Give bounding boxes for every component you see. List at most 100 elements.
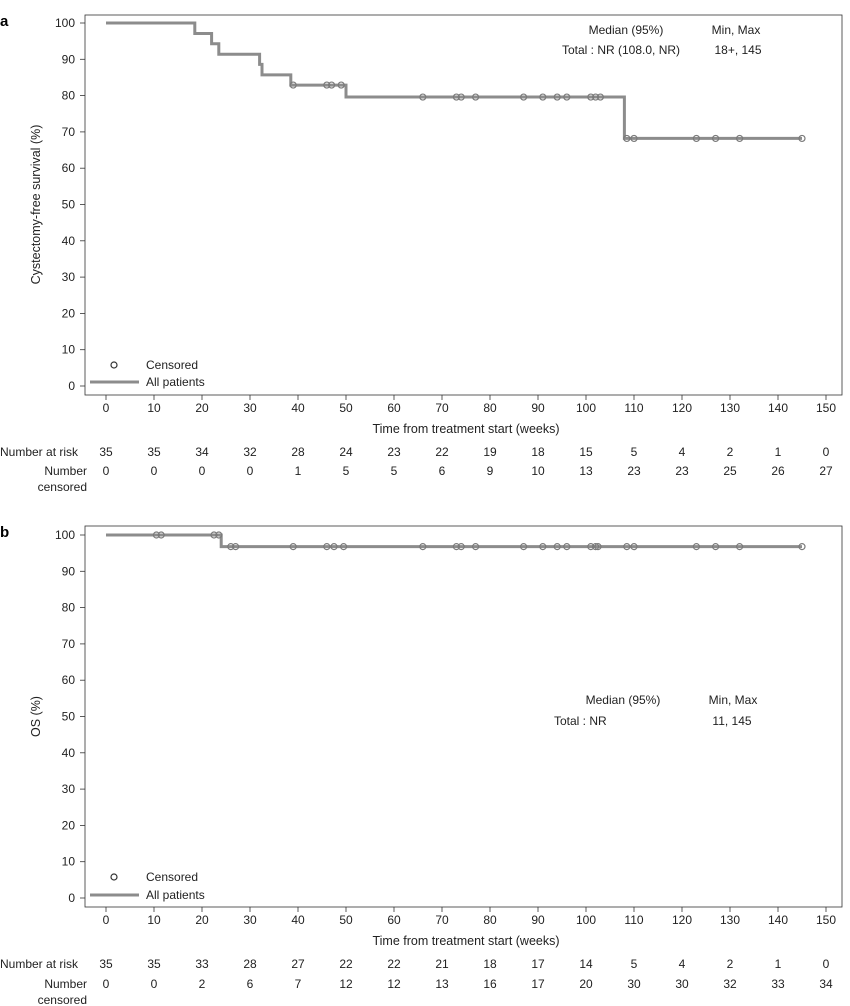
censored-mark xyxy=(452,93,460,101)
risk-table-at-risk-label: Number at risk xyxy=(0,957,79,971)
censored-mark xyxy=(340,543,348,551)
censored-mark xyxy=(553,543,561,551)
x-tick-label: 90 xyxy=(531,913,545,927)
panel-letter-a: a xyxy=(0,13,9,30)
censored-mark xyxy=(210,531,218,539)
risk-censored-value: 5 xyxy=(343,464,350,478)
risk-censored-value: 5 xyxy=(391,464,398,478)
y-tick-label: 90 xyxy=(62,52,76,66)
panel-letter-b: b xyxy=(0,524,9,541)
risk-at-risk-value: 24 xyxy=(339,445,353,459)
risk-at-risk-value: 19 xyxy=(483,445,497,459)
y-tick-label: 40 xyxy=(62,746,76,760)
risk-censored-value: 32 xyxy=(723,977,737,991)
censored-mark xyxy=(328,81,336,89)
plot-frame xyxy=(84,14,843,396)
risk-at-risk-value: 2 xyxy=(727,445,734,459)
risk-table-censored-label-line1: Number xyxy=(44,977,87,991)
x-axis-title: Time from treatment start (weeks) xyxy=(372,422,559,436)
y-tick-label: 60 xyxy=(62,161,76,175)
y-tick-label: 80 xyxy=(62,89,76,103)
risk-censored-value: 23 xyxy=(627,464,641,478)
x-tick-label: 70 xyxy=(435,913,449,927)
risk-censored-value: 30 xyxy=(675,977,689,991)
risk-at-risk-value: 4 xyxy=(679,957,686,971)
censored-mark xyxy=(563,543,571,551)
x-tick-label: 50 xyxy=(339,401,353,415)
summary-minmax-value: 18+, 145 xyxy=(714,43,761,57)
risk-at-risk-value: 0 xyxy=(823,957,830,971)
risk-at-risk-value: 34 xyxy=(195,445,209,459)
risk-censored-value: 0 xyxy=(199,464,206,478)
x-tick-label: 90 xyxy=(531,401,545,415)
risk-at-risk-value: 5 xyxy=(631,957,638,971)
censored-mark xyxy=(419,543,427,551)
risk-censored-value: 23 xyxy=(675,464,689,478)
censored-mark xyxy=(692,543,701,551)
x-tick-label: 140 xyxy=(768,401,788,415)
risk-table-at-risk-label: Number at risk xyxy=(0,445,79,459)
legend-censored-label: Censored xyxy=(146,358,198,372)
censored-mark xyxy=(157,531,165,539)
censored-mark xyxy=(539,93,547,101)
risk-at-risk-value: 1 xyxy=(775,445,782,459)
x-tick-label: 100 xyxy=(576,913,596,927)
risk-at-risk-value: 5 xyxy=(631,445,638,459)
x-tick-label: 130 xyxy=(720,913,740,927)
x-tick-label: 70 xyxy=(435,401,449,415)
risk-at-risk-value: 17 xyxy=(531,957,545,971)
censored-mark xyxy=(587,93,595,101)
censored-mark xyxy=(594,543,602,551)
risk-censored-value: 13 xyxy=(435,977,449,991)
x-tick-label: 110 xyxy=(624,401,643,415)
censored-mark xyxy=(711,134,720,143)
risk-censored-value: 10 xyxy=(531,464,545,478)
censored-mark xyxy=(323,543,331,551)
censored-mark xyxy=(596,93,605,101)
censored-mark xyxy=(457,93,465,101)
y-tick-label: 100 xyxy=(55,528,75,542)
legend-censored-icon xyxy=(110,361,118,369)
censored-mark xyxy=(152,531,160,539)
censored-mark xyxy=(472,543,480,551)
censored-mark xyxy=(692,134,701,143)
risk-at-risk-value: 27 xyxy=(291,957,305,971)
risk-censored-value: 34 xyxy=(819,977,833,991)
y-tick-label: 50 xyxy=(62,710,76,724)
risk-censored-value: 20 xyxy=(579,977,593,991)
y-tick-label: 0 xyxy=(68,379,75,393)
legend-line-label: All patients xyxy=(146,375,205,389)
risk-censored-value: 1 xyxy=(295,464,302,478)
censored-mark xyxy=(798,134,806,143)
risk-censored-value: 0 xyxy=(151,977,158,991)
censored-mark xyxy=(337,81,345,89)
risk-censored-value: 0 xyxy=(103,464,110,478)
censored-mark xyxy=(591,543,600,551)
censored-mark xyxy=(519,93,528,101)
y-tick-label: 30 xyxy=(62,782,76,796)
risk-censored-value: 25 xyxy=(723,464,737,478)
censored-mark xyxy=(711,543,720,551)
risk-at-risk-value: 1 xyxy=(775,957,782,971)
risk-at-risk-value: 35 xyxy=(99,445,113,459)
y-tick-label: 50 xyxy=(62,198,76,212)
risk-at-risk-value: 22 xyxy=(339,957,353,971)
risk-censored-value: 7 xyxy=(295,977,302,991)
x-tick-label: 10 xyxy=(147,913,161,927)
x-tick-label: 0 xyxy=(103,401,110,415)
y-tick-label: 10 xyxy=(62,855,76,869)
y-tick-label: 90 xyxy=(62,564,76,578)
censored-mark xyxy=(623,543,631,551)
risk-at-risk-value: 22 xyxy=(435,445,449,459)
legend-censored-icon xyxy=(110,873,118,881)
risk-censored-value: 0 xyxy=(247,464,254,478)
risk-at-risk-value: 33 xyxy=(195,957,209,971)
censored-mark xyxy=(553,93,561,101)
legend-censored-label: Censored xyxy=(146,870,198,884)
y-tick-label: 100 xyxy=(55,16,75,30)
risk-censored-value: 13 xyxy=(579,464,593,478)
x-axis-title: Time from treatment start (weeks) xyxy=(372,934,559,948)
censored-mark xyxy=(735,543,744,551)
legend-line-label: All patients xyxy=(146,888,205,902)
censored-mark xyxy=(289,543,297,551)
